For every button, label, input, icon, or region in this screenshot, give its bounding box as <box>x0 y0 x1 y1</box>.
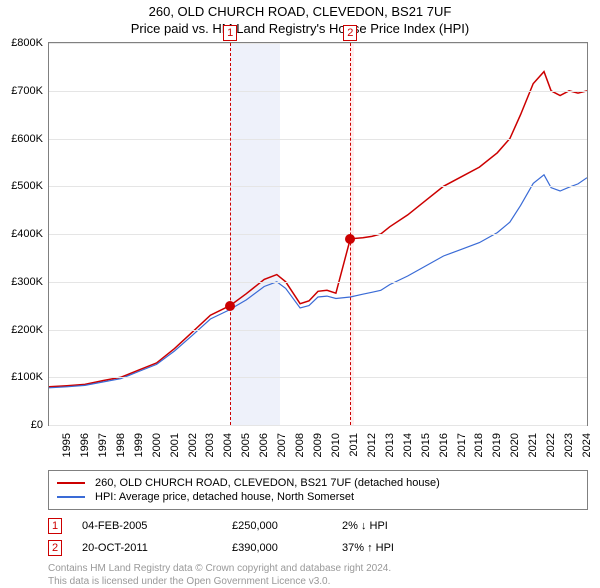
x-tick-label: 2024 <box>581 433 593 457</box>
x-tick-label: 1998 <box>115 433 127 457</box>
y-tick-label: £600K <box>11 133 49 145</box>
y-tick-label: £700K <box>11 85 49 97</box>
sale-row-date: 04-FEB-2005 <box>82 520 232 532</box>
y-gridline <box>49 377 587 378</box>
x-tick-label: 2018 <box>474 433 486 457</box>
y-tick-label: £800K <box>11 37 49 49</box>
x-tick-label: 2003 <box>205 433 217 457</box>
x-tick-label: 2006 <box>259 433 271 457</box>
plot: £0£100K£200K£300K£400K£500K£600K£700K£80… <box>48 42 588 426</box>
x-tick-label: 2015 <box>420 433 432 457</box>
sale-annot-box: 1 <box>223 25 237 41</box>
y-tick-label: £300K <box>11 276 49 288</box>
y-tick-label: £500K <box>11 180 49 192</box>
x-tick-label: 1995 <box>61 433 73 457</box>
sale-row-date: 20-OCT-2011 <box>82 542 232 554</box>
sale-vline <box>230 43 231 425</box>
sale-row-index: 1 <box>48 518 62 534</box>
x-tick-label: 2020 <box>510 433 522 457</box>
x-tick-label: 2014 <box>402 433 414 457</box>
legend-label: HPI: Average price, detached house, Nort… <box>95 491 354 503</box>
x-tick-label: 2021 <box>528 433 540 457</box>
sale-row-pct: 2% ↓ HPI <box>342 520 462 532</box>
x-tick-label: 2007 <box>276 433 288 457</box>
legend-label: 260, OLD CHURCH ROAD, CLEVEDON, BS21 7UF… <box>95 477 440 489</box>
y-gridline <box>49 186 587 187</box>
x-tick-label: 2023 <box>563 433 575 457</box>
title-block: 260, OLD CHURCH ROAD, CLEVEDON, BS21 7UF… <box>0 0 600 36</box>
sale-row: 1 04-FEB-2005£250,0002% ↓ HPI <box>48 518 588 534</box>
y-gridline <box>49 139 587 140</box>
legend-item: HPI: Average price, detached house, Nort… <box>57 491 579 503</box>
y-tick-label: £100K <box>11 371 49 383</box>
sale-rows: 1 04-FEB-2005£250,0002% ↓ HPI 2 20-OCT-2011… <box>48 518 588 556</box>
x-tick-label: 2002 <box>187 433 199 457</box>
legend-swatch <box>57 496 85 498</box>
sale-marker <box>345 234 355 244</box>
sale-row-pct: 37% ↑ HPI <box>342 542 462 554</box>
x-tick-label: 2017 <box>456 433 468 457</box>
x-tick-label: 2001 <box>169 433 181 457</box>
sale-row-price: £390,000 <box>232 542 342 554</box>
y-gridline <box>49 43 587 44</box>
title-line2: Price paid vs. HM Land Registry's House … <box>0 21 600 36</box>
x-tick-label: 2008 <box>294 433 306 457</box>
x-tick-label: 2016 <box>438 433 450 457</box>
x-tick-label: 2010 <box>330 433 342 457</box>
x-tick-label: 1997 <box>97 433 109 457</box>
x-tick-label: 2013 <box>384 433 396 457</box>
x-tick-label: 2004 <box>223 433 235 457</box>
y-gridline <box>49 330 587 331</box>
y-tick-label: £200K <box>11 324 49 336</box>
sale-row: 2 20-OCT-2011£390,00037% ↑ HPI <box>48 540 588 556</box>
x-tick-label: 2009 <box>312 433 324 457</box>
legend-swatch <box>57 482 85 484</box>
footer-line2: This data is licensed under the Open Gov… <box>48 575 588 588</box>
sale-row-index: 2 <box>48 540 62 556</box>
x-tick-label: 2019 <box>492 433 504 457</box>
series-price_paid <box>49 72 587 387</box>
footer-line1: Contains HM Land Registry data © Crown c… <box>48 562 588 575</box>
sale-row-price: £250,000 <box>232 520 342 532</box>
y-gridline <box>49 282 587 283</box>
y-gridline <box>49 234 587 235</box>
footer: Contains HM Land Registry data © Crown c… <box>48 562 588 588</box>
legend: 260, OLD CHURCH ROAD, CLEVEDON, BS21 7UF… <box>48 470 588 510</box>
y-tick-label: £0 <box>31 419 49 431</box>
legend-item: 260, OLD CHURCH ROAD, CLEVEDON, BS21 7UF… <box>57 477 579 489</box>
y-gridline <box>49 91 587 92</box>
title-line1: 260, OLD CHURCH ROAD, CLEVEDON, BS21 7UF <box>0 4 600 19</box>
x-tick-label: 2022 <box>545 433 557 457</box>
x-tick-label: 1999 <box>133 433 145 457</box>
y-tick-label: £400K <box>11 228 49 240</box>
x-tick-label: 1996 <box>79 433 91 457</box>
y-gridline <box>49 425 587 426</box>
chart-container: 260, OLD CHURCH ROAD, CLEVEDON, BS21 7UF… <box>0 0 600 560</box>
x-tick-label: 2005 <box>241 433 253 457</box>
x-tick-label: 2000 <box>151 433 163 457</box>
x-tick-label: 2011 <box>348 433 360 457</box>
sale-marker <box>225 301 235 311</box>
sale-annot-box: 2 <box>343 25 357 41</box>
plot-area: £0£100K£200K£300K£400K£500K£600K£700K£80… <box>48 42 588 426</box>
x-tick-label: 2012 <box>366 433 378 457</box>
